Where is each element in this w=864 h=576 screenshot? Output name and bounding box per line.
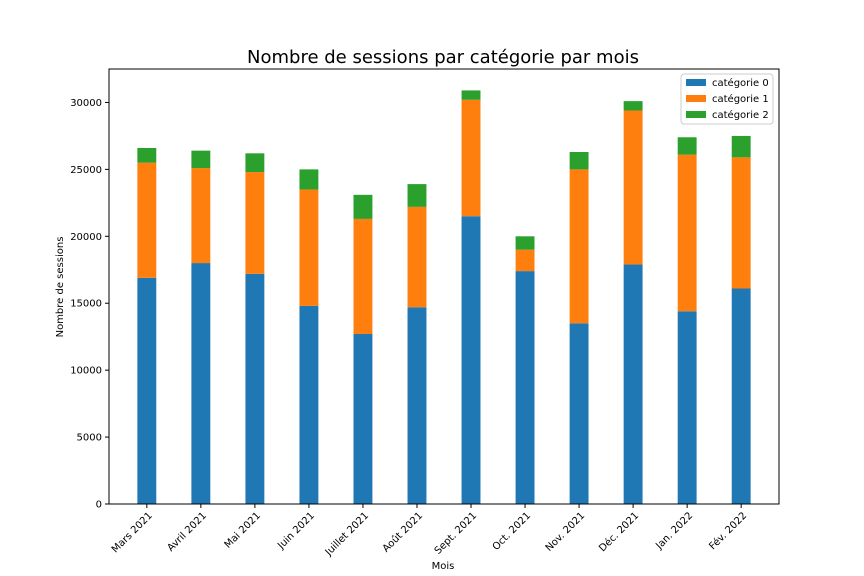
- y-tick-label-2: 10000: [70, 366, 102, 377]
- legend-label-1: catégorie 1: [712, 93, 769, 105]
- x-tick-label-1: Avril 2021: [166, 510, 209, 553]
- bar-series-0-8: [569, 323, 589, 504]
- y-tick-label-0: 0: [96, 500, 102, 511]
- bar-series-2-11: [731, 135, 751, 158]
- bar-series-0-4: [353, 334, 373, 504]
- x-tick-label-8: Nov. 2021: [544, 510, 588, 554]
- bar-series-2-5: [407, 184, 427, 207]
- bar-series-1-1: [191, 168, 211, 264]
- chart-title: Nombre de sessions par catégorie par moi…: [247, 47, 639, 68]
- bar-series-1-9: [623, 110, 643, 265]
- bar-series-2-2: [245, 153, 265, 173]
- bar-series-1-7: [515, 249, 535, 272]
- y-axis: 0 5000 10000 15000 20000 25000 30000: [70, 98, 109, 511]
- bar-series-0-5: [407, 307, 427, 504]
- x-tick-label-4: Juillet 2021: [323, 510, 371, 558]
- bar-series-2-1: [191, 150, 211, 169]
- plot-area: [108, 68, 780, 505]
- bar-series-1-4: [353, 218, 373, 335]
- bar-series-2-7: [515, 236, 535, 250]
- x-axis-label: Mois: [432, 561, 455, 572]
- legend-swatch-0: [686, 79, 706, 86]
- bar-series-0-3: [299, 305, 319, 504]
- bar-series-2-0: [137, 147, 157, 163]
- y-tick-label-4: 20000: [70, 232, 102, 243]
- bar-series-1-3: [299, 189, 319, 306]
- x-tick-label-6: Sept. 2021: [433, 510, 479, 556]
- bar-series-2-9: [623, 101, 643, 111]
- bar-series-0-0: [137, 277, 157, 504]
- legend-swatch-2: [686, 111, 706, 118]
- legend-label-0: catégorie 0: [712, 77, 769, 89]
- bar-series-2-4: [353, 194, 373, 219]
- plot-frame: [108, 68, 780, 505]
- bar-series-0-10: [677, 311, 697, 504]
- bar-series-2-10: [677, 137, 697, 155]
- bar-series-1-10: [677, 154, 697, 312]
- bar-series-0-11: [731, 288, 751, 504]
- bar-series-2-8: [569, 151, 589, 170]
- bar-series-1-5: [407, 206, 427, 308]
- x-tick-label-11: Fév. 2022: [707, 510, 750, 553]
- bar-series-0-7: [515, 271, 535, 504]
- bar-series-0-2: [245, 273, 265, 504]
- x-tick-label-7: Oct. 2021: [491, 510, 534, 553]
- bar-series-0-9: [623, 264, 643, 504]
- y-tick-label-1: 5000: [77, 433, 102, 444]
- y-tick-label-6: 30000: [70, 98, 102, 109]
- x-tick-label-5: Août 2021: [380, 510, 425, 555]
- bar-series-1-2: [245, 172, 265, 274]
- x-axis: Mars 2021 Avril 2021 Mai 2021 Juin 2021 Juil…: [110, 504, 749, 559]
- legend-swatch-1: [686, 95, 706, 102]
- x-tick-label-2: Mai 2021: [223, 510, 263, 550]
- x-tick-label-0: Mars 2021: [110, 510, 155, 555]
- x-tick-label-3: Juin 2021: [275, 510, 317, 552]
- bar-series-2-6: [461, 90, 481, 100]
- x-tick-label-10: Jan. 2022: [653, 510, 695, 552]
- legend: catégorie 0 catégorie 1 catégorie 2: [680, 73, 774, 125]
- bar-series-2-3: [299, 169, 319, 190]
- bar-series-1-11: [731, 157, 751, 289]
- bar-series-1-0: [137, 162, 157, 278]
- x-tick-label-9: Déc. 2021: [597, 510, 642, 555]
- y-tick-label-5: 25000: [70, 165, 102, 176]
- y-tick-label-3: 15000: [70, 299, 102, 310]
- bar-series-1-8: [569, 169, 589, 324]
- legend-label-2: catégorie 2: [712, 109, 769, 121]
- y-axis-label: Nombre de sessions: [55, 237, 66, 338]
- bar-series-0-6: [461, 216, 481, 504]
- bar-series-1-6: [461, 99, 481, 217]
- bar-series-0-1: [191, 263, 211, 504]
